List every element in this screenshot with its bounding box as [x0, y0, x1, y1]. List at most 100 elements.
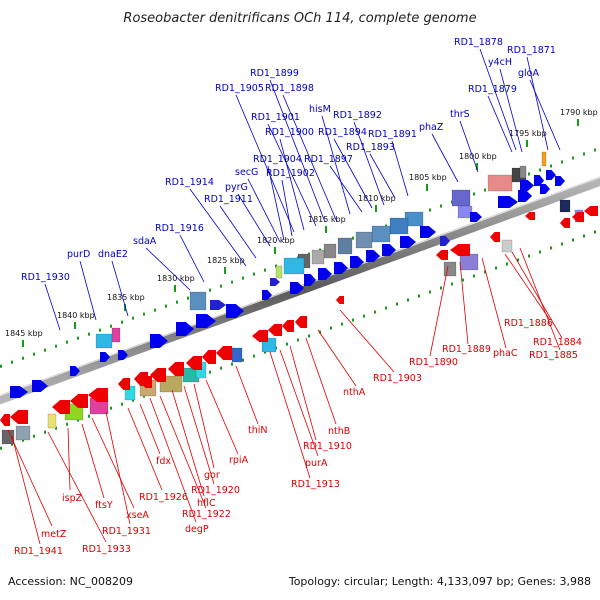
scale-label: 1825 kbp	[207, 256, 245, 265]
feature-block	[275, 265, 283, 279]
reverse-gene-arrow	[268, 324, 282, 336]
tick-dot-lower	[77, 418, 79, 422]
tick-dot-lower	[253, 354, 255, 358]
tick-dot-lower	[143, 394, 145, 398]
tick-dot-upper	[66, 340, 68, 344]
feature-block	[47, 413, 57, 429]
reverse-gene-label: RD1_1890	[409, 357, 458, 368]
feature-block	[519, 165, 527, 179]
tick-dot-lower	[209, 370, 211, 374]
reverse-gene-arrow	[70, 394, 88, 408]
reverse-gene-label: RD1_1920	[191, 485, 240, 496]
tick-dot-lower	[110, 406, 112, 410]
reverse-label-leader	[205, 379, 239, 455]
forward-label-leader	[145, 247, 191, 291]
reverse-label-leader	[171, 389, 205, 497]
scale-label: 1805 kbp	[409, 173, 447, 182]
forward-gene-label: RD1_1914	[165, 177, 214, 188]
forward-gene-label: thrS	[450, 109, 470, 120]
tick-dot-upper	[561, 160, 563, 164]
forward-label-leader	[219, 205, 257, 259]
tick-dot-lower	[429, 290, 431, 294]
reverse-label-leader	[481, 257, 507, 349]
forward-gene-arrow	[420, 226, 436, 238]
reverse-gene-arrow	[336, 296, 344, 304]
tick-dot-lower	[550, 246, 552, 250]
forward-label-leader	[79, 260, 97, 321]
tick-dot-lower	[121, 402, 123, 406]
forward-label-leader	[111, 260, 129, 317]
reverse-label-leader	[159, 395, 207, 509]
tick-dot-lower	[297, 338, 299, 342]
forward-label-leader	[282, 94, 338, 223]
tick-dot-lower	[55, 426, 57, 430]
tick-dot-lower	[462, 278, 464, 282]
tick-dot-lower	[264, 350, 266, 354]
tick-dot-upper	[0, 364, 2, 368]
forward-label-leader	[499, 68, 523, 153]
reverse-label-leader	[139, 403, 161, 455]
gene-arrows	[0, 170, 598, 426]
reverse-gene-label: ispZ	[62, 493, 83, 504]
tick-dot-upper	[176, 300, 178, 304]
forward-gene-arrow	[382, 244, 396, 256]
forward-label-leader	[321, 115, 351, 215]
scale-label: 1830 kbp	[157, 274, 195, 283]
forward-gene-arrow	[318, 268, 332, 280]
tick-dot-lower	[484, 270, 486, 274]
reverse-label-leader	[235, 365, 259, 425]
forward-gene-arrow	[118, 350, 128, 360]
feature-block	[443, 261, 457, 277]
tick-dot-lower	[242, 358, 244, 362]
reverse-gene-arrow	[202, 350, 216, 364]
reverse-label-leader	[47, 431, 107, 543]
forward-gene-arrow	[210, 300, 226, 310]
forward-label-leader	[391, 140, 409, 197]
forward-gene-arrow	[176, 322, 194, 336]
reverse-label-leader	[91, 417, 135, 509]
forward-gene-label: RD1_1899	[250, 68, 299, 79]
tick-dot-lower	[495, 266, 497, 270]
forward-gene-arrow	[534, 175, 544, 186]
tick-dot-upper	[22, 356, 24, 360]
reverse-gene-label: RD1_1889	[442, 344, 491, 355]
tick-dot-lower	[506, 262, 508, 266]
forward-gene-label: RD1_1898	[265, 83, 314, 94]
scale-label: 1795 kbp	[509, 129, 547, 138]
tick-dot-upper	[110, 324, 112, 328]
reverse-gene-arrow	[572, 212, 584, 222]
feature-block	[337, 237, 353, 255]
reverse-label-leader	[504, 253, 551, 321]
reverse-label-leader	[127, 407, 163, 491]
reverse-label-leader	[511, 251, 563, 339]
reverse-gene-arrow	[490, 232, 500, 242]
forward-label-leader	[279, 138, 305, 231]
forward-label-leader	[281, 179, 293, 237]
feature-block	[189, 291, 207, 311]
forward-label-leader	[189, 188, 247, 267]
tick-dot-upper	[484, 188, 486, 192]
reverse-gene-arrow	[88, 388, 108, 402]
reverse-gene-label: ftsY	[95, 500, 113, 511]
forward-label-leader	[529, 79, 561, 151]
feature-block	[559, 199, 571, 213]
feature-block	[323, 243, 337, 259]
tick-dot-upper	[88, 332, 90, 336]
scale-label: 1815 kbp	[308, 215, 346, 224]
feature-block	[371, 225, 391, 243]
tick-dot-upper	[33, 352, 35, 356]
reverse-label-leader	[289, 345, 317, 441]
tick-dot-lower	[572, 238, 574, 242]
reverse-gene-label: RD1_1933	[82, 544, 131, 555]
reverse-gene-label: degP	[185, 524, 209, 535]
forward-gene-label: RD1_1879	[468, 84, 517, 95]
forward-gene-label: RD1_1916	[155, 223, 204, 234]
tick-dot-lower	[286, 342, 288, 346]
forward-label-leader	[487, 95, 513, 153]
tick-dot-lower	[231, 362, 233, 366]
forward-gene-label: RD1_1878	[454, 37, 503, 48]
scale-label: 1820 kbp	[257, 236, 295, 245]
forward-label-leader	[237, 193, 271, 247]
tick-dot-lower	[451, 282, 453, 286]
